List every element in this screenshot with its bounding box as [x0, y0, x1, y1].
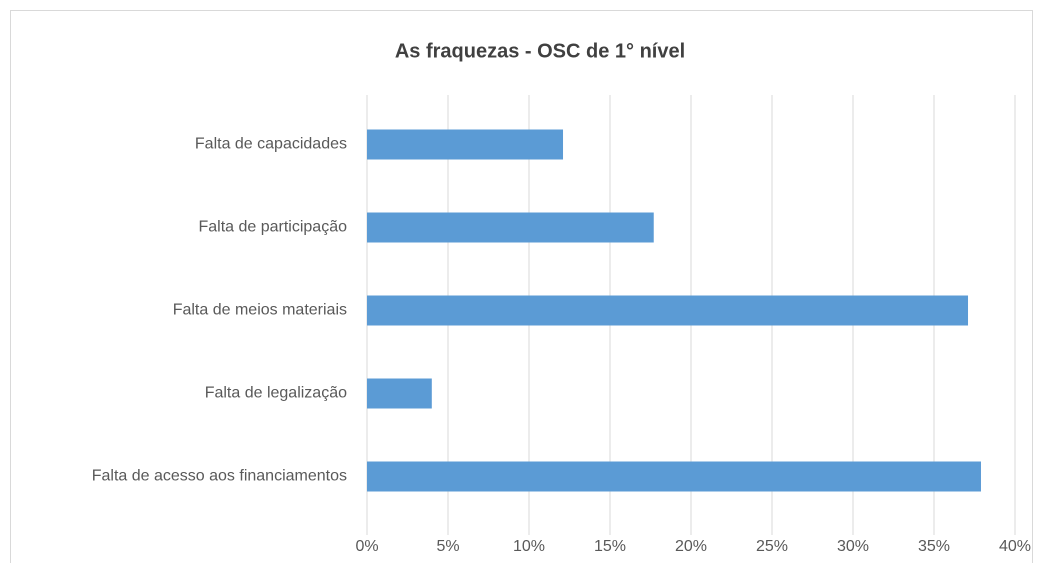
x-tick-label: 15% — [594, 538, 626, 555]
x-tick-label: 35% — [918, 538, 950, 555]
bar — [367, 212, 654, 243]
bar — [367, 129, 564, 160]
x-tick-label: 40% — [999, 538, 1031, 555]
x-tick-label: 10% — [513, 538, 545, 555]
bar — [367, 378, 432, 409]
chart-title: As fraquezas - OSC de 1° nível — [395, 40, 685, 62]
y-tick-label: Falta de legalização — [205, 385, 347, 402]
y-tick-label: Falta de meios materiais — [173, 302, 347, 319]
x-tick-label: 5% — [436, 538, 459, 555]
x-tick-label: 25% — [756, 538, 788, 555]
x-tick-label: 0% — [355, 538, 378, 555]
bar — [367, 295, 969, 326]
bar — [367, 461, 981, 492]
y-tick-label: Falta de capacidades — [195, 136, 347, 153]
y-tick-label: Falta de acesso aos financiamentos — [92, 468, 347, 485]
y-tick-label: Falta de participação — [198, 219, 347, 236]
x-tick-label: 20% — [675, 538, 707, 555]
x-tick-label: 30% — [837, 538, 869, 555]
